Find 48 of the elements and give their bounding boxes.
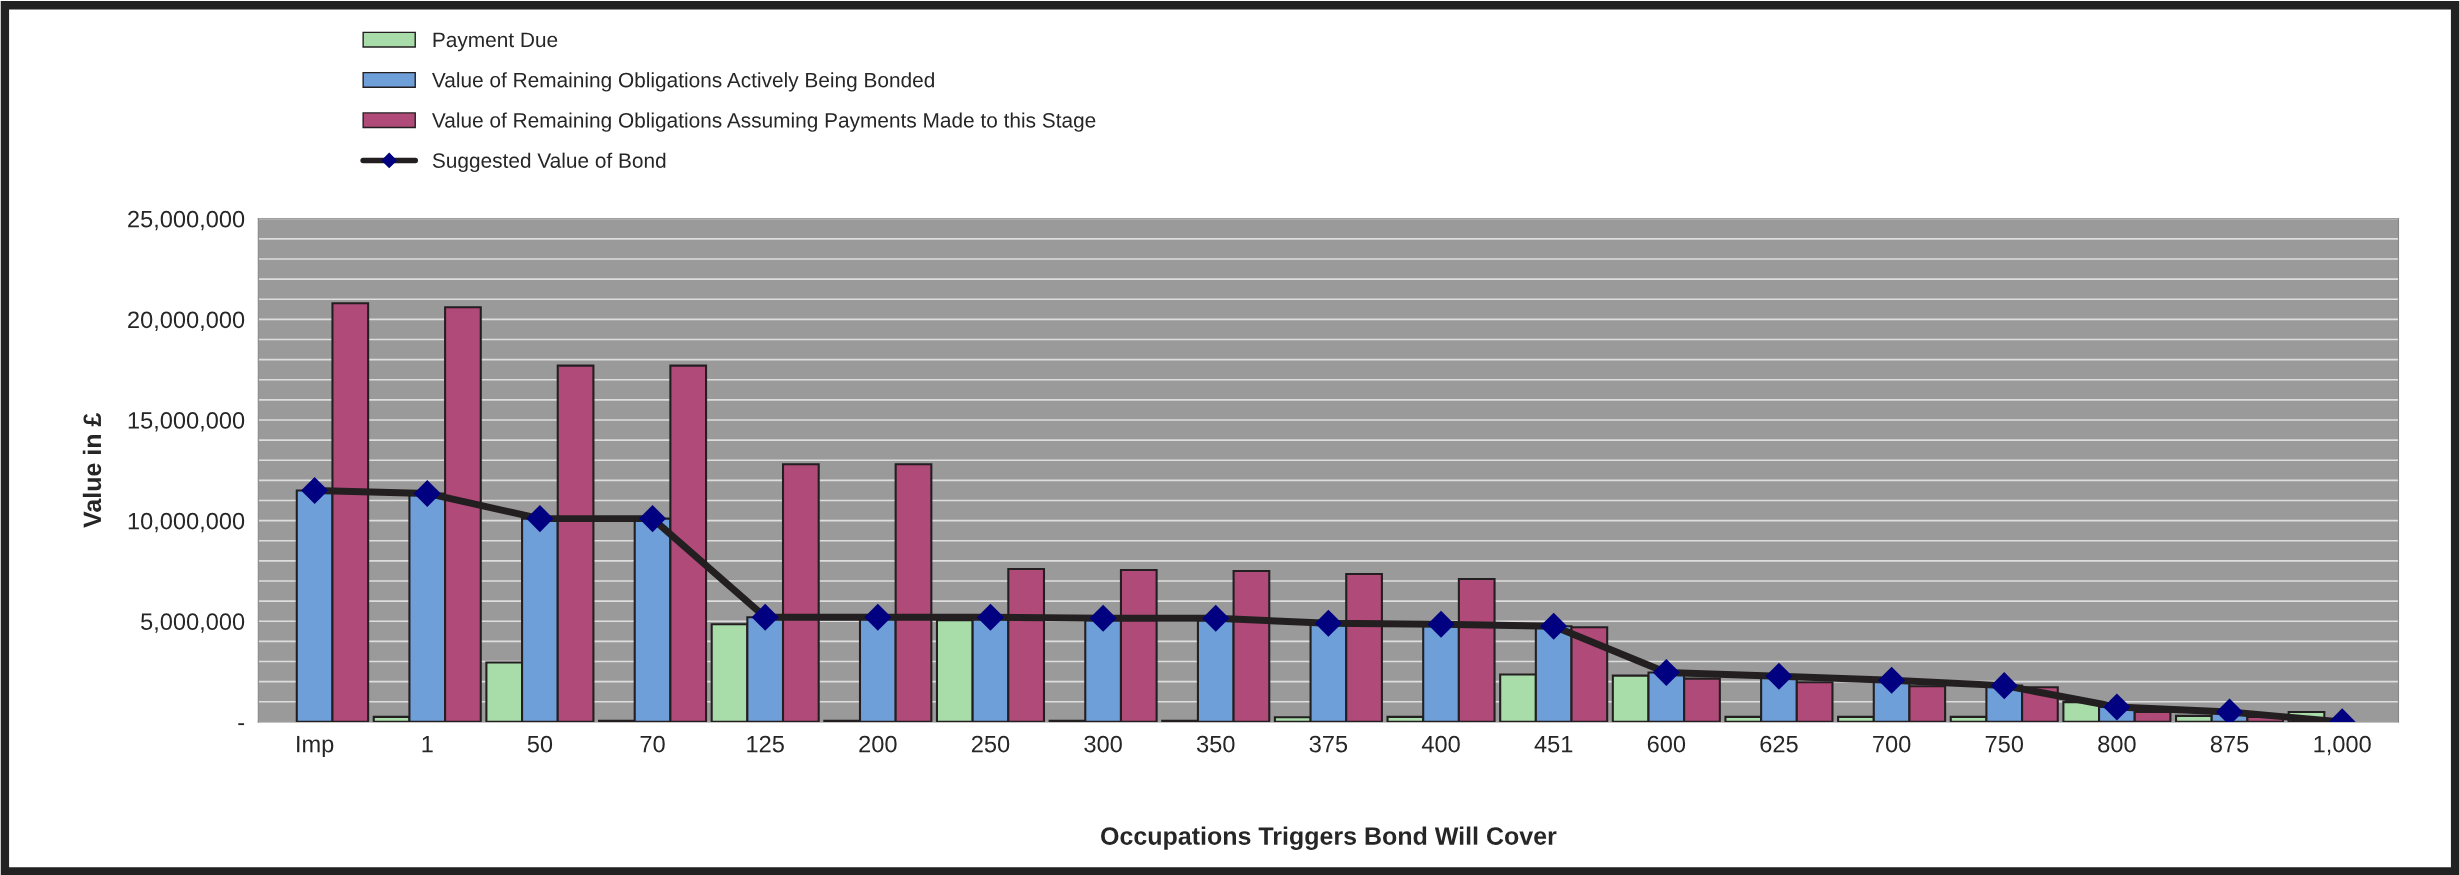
- point: [1540, 612, 1568, 640]
- x-tick-label: Imp: [297, 735, 334, 758]
- point: [1652, 659, 1680, 687]
- point: [1089, 604, 1117, 632]
- x-tick-label: 250: [971, 735, 1010, 753]
- x-tick-label: 200: [859, 735, 897, 753]
- x-tick-label: 70: [640, 735, 665, 753]
- y-axis-title: Value in £: [82, 412, 102, 528]
- point: [301, 476, 329, 504]
- x-tick-label: 600: [1647, 735, 1686, 753]
- y-tick-label: 10,000,000: [128, 512, 245, 533]
- legend-label: Payment Due: [433, 32, 558, 52]
- x-tick-label: 700: [1873, 735, 1911, 753]
- point: [976, 603, 1005, 631]
- x-tick-label: 875: [2210, 735, 2249, 753]
- x-tick-label: 400: [1421, 735, 1460, 753]
- point: [2103, 693, 2131, 721]
- x-tick-label: 125: [747, 735, 784, 753]
- y-tick-label: 5,000,000: [141, 613, 245, 633]
- x-tick-label: 50: [527, 735, 553, 753]
- x-tick-label: 350: [1196, 735, 1235, 753]
- point: [413, 479, 441, 507]
- x-axis-title: Occupations Triggers Bond Will Cover: [1101, 826, 1557, 850]
- x-tick-label: 625: [1760, 735, 1798, 753]
- point: [1427, 610, 1455, 638]
- point: [751, 603, 779, 631]
- legend-label: Value of Remaining Obligations Assuming Payments Made to this Stage: [431, 112, 1096, 132]
- x-tick-label: 375: [1309, 735, 1348, 753]
- x-tick-label: 451: [1534, 735, 1573, 753]
- x-tick-label: 750: [1985, 735, 2024, 753]
- point: [639, 505, 667, 533]
- point: [864, 603, 892, 631]
- y-tick-label: 15,000,000: [128, 412, 245, 432]
- x-tick-label: 1: [422, 735, 433, 753]
- legend-label: Value of Remaining Obligations Actively Being Bonded: [431, 72, 934, 92]
- point: [526, 505, 554, 533]
- y-tick-label: 25,000,000: [128, 210, 245, 231]
- point: [1878, 666, 1906, 694]
- x-tick-label: 300: [1084, 735, 1122, 753]
- x-tick-label: 1,000: [2314, 735, 2371, 756]
- point: [1765, 662, 1793, 690]
- x-tick-label: 800: [2098, 735, 2136, 753]
- y-tick-label: 20,000,000: [128, 311, 245, 331]
- legend-label: Suggested Value of Bond: [432, 152, 666, 173]
- point: [1202, 604, 1230, 632]
- point: [1990, 672, 2018, 700]
- y-tick-label: -: [238, 723, 245, 726]
- point: [1314, 609, 1342, 637]
